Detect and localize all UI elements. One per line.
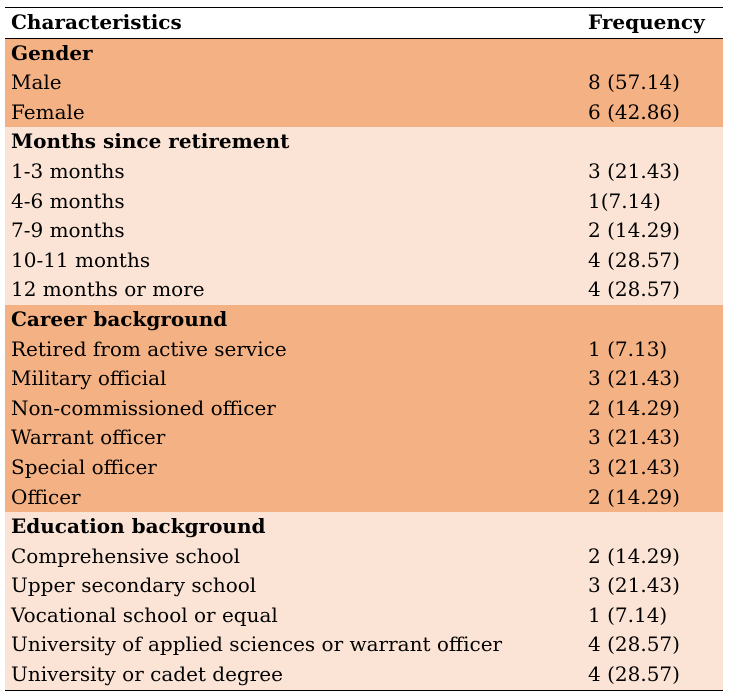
row-frequency: 4 (28.57) [588,632,680,657]
row-frequency: 2 (14.29) [588,543,680,568]
row-label: Non-commissioned officer [11,395,276,420]
row-frequency: 6 (42.86) [588,99,680,124]
row-frequency: 1(7.14) [588,188,661,213]
frequency-table: Characteristics Frequency Gender Male 8 (5… [5,7,723,691]
row-label: Vocational school or equal [11,602,278,627]
table-row: Warrant officer 3 (21.43) [5,423,723,453]
row-frequency: 3 (21.43) [588,366,680,391]
row-frequency: 2 (14.29) [588,484,680,509]
row-frequency: 4 (28.57) [588,247,680,272]
row-frequency: 8 (57.14) [588,70,680,95]
row-label: Male [11,70,62,95]
row-label: 1-3 months [11,158,125,183]
row-frequency: 3 (21.43) [588,454,680,479]
group-empty-cell [584,512,723,542]
table-row: 7-9 months 2 (14.29) [5,216,723,246]
group-title: Career background [11,306,228,331]
table-row: Special officer 3 (21.43) [5,452,723,483]
group-heading-row: Gender [5,38,723,69]
table-row: 1-3 months 3 (21.43) [5,156,723,187]
table-row: Male 8 (57.14) [5,68,723,98]
row-frequency: 1 (7.13) [588,336,668,361]
table-row: University or cadet degree 4 (28.57) [5,660,723,690]
group-empty-cell [584,305,723,335]
group-title: Gender [11,40,93,65]
table-row: Non-commissioned officer 2 (14.29) [5,393,723,424]
row-label: Warrant officer [11,425,166,450]
group-heading-row: Career background [5,304,723,335]
row-label: Retired from active service [11,336,287,361]
table-row: Officer 2 (14.29) [5,482,723,513]
table-row: Female 6 (42.86) [5,97,723,128]
row-label: Female [11,99,85,124]
row-label: Upper secondary school [11,573,257,598]
group-heading-row: Months since retirement [5,127,723,157]
group-empty-cell [584,39,723,69]
row-frequency: 2 (14.29) [588,218,680,243]
table-row: Retired from active service 1 (7.13) [5,334,723,365]
row-label: 4-6 months [11,188,125,213]
row-label: Officer [11,484,81,509]
group-title: Education background [11,514,266,539]
row-label: 7-9 months [11,218,125,243]
column-header-frequency: Frequency [588,10,705,34]
row-frequency: 2 (14.29) [588,395,680,420]
group-empty-cell [584,127,723,157]
table-row: Comprehensive school 2 (14.29) [5,541,723,572]
row-frequency: 4 (28.57) [588,662,680,687]
group-title: Months since retirement [11,129,290,154]
row-frequency: 3 (21.43) [588,573,680,598]
table-row: University of applied sciences or warran… [5,630,723,661]
row-label: Comprehensive school [11,543,241,568]
row-label: University of applied sciences or warran… [11,632,503,657]
table-row: 10-11 months 4 (28.57) [5,245,723,276]
group-heading-row: Education background [5,512,723,542]
table-header-row: Characteristics Frequency [5,8,723,39]
table-row: Vocational school or equal 1 (7.14) [5,600,723,631]
column-header-characteristics: Characteristics [11,10,182,34]
row-label: Military official [11,366,167,391]
table-row: 4-6 months 1(7.14) [5,186,723,217]
table-row: 12 months or more 4 (28.57) [5,275,723,305]
row-label: 12 months or more [11,277,205,302]
table-row: Upper secondary school 3 (21.43) [5,571,723,601]
table-row: Military official 3 (21.43) [5,364,723,394]
row-frequency: 4 (28.57) [588,277,680,302]
row-label: 10-11 months [11,247,151,272]
row-label: University or cadet degree [11,662,283,687]
row-frequency: 3 (21.43) [588,158,680,183]
row-label: Special officer [11,454,157,479]
table-body: Gender Male 8 (57.14) Female 6 (42.86) Months… [5,38,723,690]
row-frequency: 1 (7.14) [588,602,668,627]
row-frequency: 3 (21.43) [588,425,680,450]
